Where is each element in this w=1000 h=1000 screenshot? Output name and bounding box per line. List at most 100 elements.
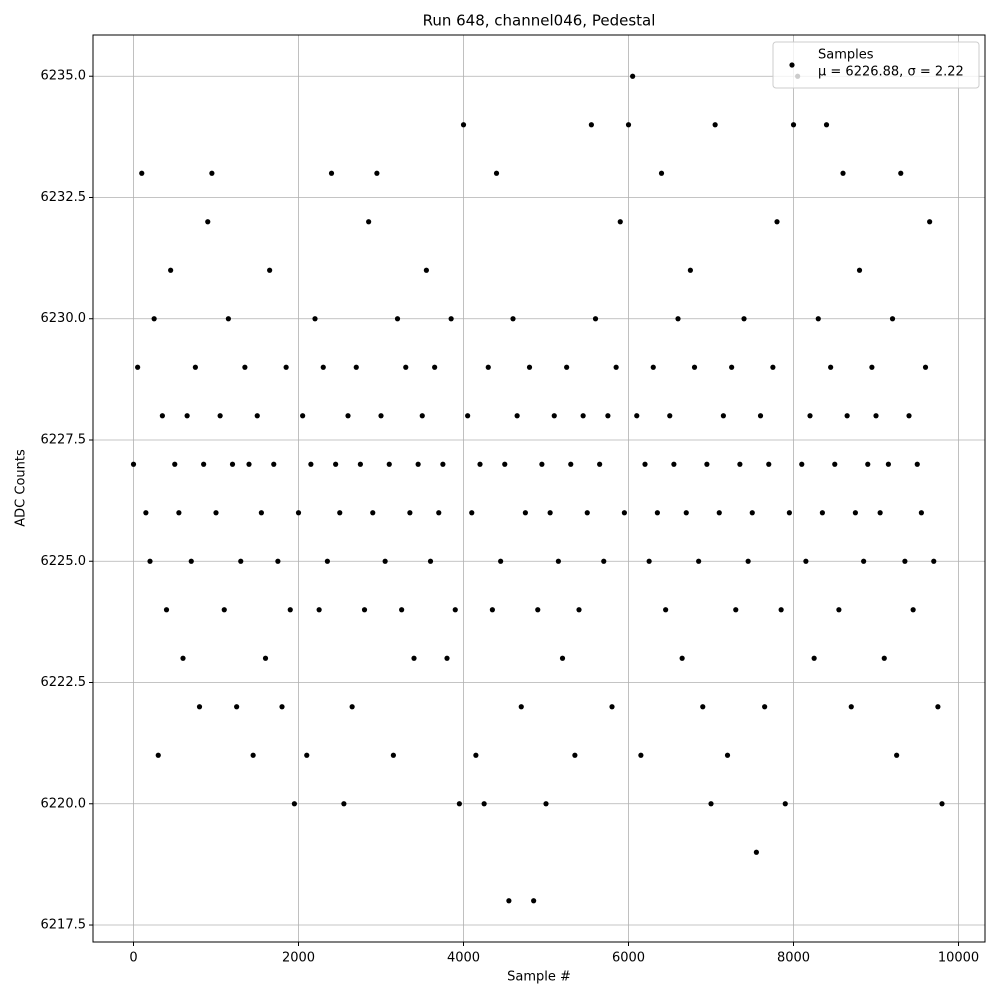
point bbox=[229, 461, 236, 467]
axes-frame bbox=[92, 34, 986, 943]
point bbox=[667, 413, 673, 419]
point bbox=[658, 170, 665, 176]
point bbox=[852, 510, 858, 516]
legend-box bbox=[772, 41, 980, 89]
y-tick-label: 6217.5 bbox=[41, 918, 87, 933]
point bbox=[180, 655, 186, 661]
point bbox=[774, 219, 780, 225]
point bbox=[440, 461, 446, 467]
point bbox=[341, 801, 347, 807]
point bbox=[931, 558, 937, 564]
point bbox=[304, 752, 310, 758]
point bbox=[753, 849, 759, 855]
point bbox=[898, 170, 904, 176]
point bbox=[737, 461, 743, 467]
point bbox=[844, 413, 850, 419]
point bbox=[205, 219, 211, 225]
point bbox=[432, 364, 438, 370]
point bbox=[807, 413, 813, 419]
point bbox=[238, 558, 244, 564]
point bbox=[477, 461, 483, 467]
point bbox=[452, 607, 458, 613]
point bbox=[267, 267, 273, 273]
point bbox=[613, 364, 619, 370]
point bbox=[382, 558, 388, 564]
point bbox=[906, 413, 912, 419]
point bbox=[790, 122, 797, 128]
point bbox=[386, 461, 392, 467]
point bbox=[374, 170, 380, 176]
point bbox=[168, 267, 174, 273]
point bbox=[353, 364, 359, 370]
point bbox=[407, 510, 413, 516]
point bbox=[663, 607, 669, 613]
point bbox=[564, 364, 570, 370]
point bbox=[328, 170, 335, 176]
point bbox=[378, 413, 384, 419]
point bbox=[700, 704, 706, 710]
point bbox=[415, 461, 421, 467]
point bbox=[316, 607, 322, 613]
point bbox=[300, 413, 306, 419]
point bbox=[704, 461, 710, 467]
chart-title: Run 648, channel046, Pedestal bbox=[423, 12, 656, 30]
point bbox=[234, 704, 240, 710]
point bbox=[877, 510, 883, 516]
point bbox=[531, 898, 537, 904]
point bbox=[324, 558, 330, 564]
point bbox=[522, 510, 528, 516]
point bbox=[514, 413, 520, 419]
point bbox=[939, 801, 945, 807]
point bbox=[357, 461, 363, 467]
point bbox=[889, 316, 896, 322]
legend-label: Samples bbox=[818, 48, 874, 63]
point bbox=[469, 510, 475, 516]
point bbox=[836, 607, 842, 613]
point bbox=[291, 801, 297, 807]
point bbox=[399, 607, 405, 613]
point bbox=[225, 316, 231, 322]
point bbox=[502, 461, 508, 467]
x-tick-label: 0 bbox=[129, 951, 137, 966]
point bbox=[456, 801, 462, 807]
point bbox=[510, 316, 516, 322]
point bbox=[749, 510, 755, 516]
point bbox=[366, 219, 372, 225]
point bbox=[213, 510, 219, 516]
point bbox=[518, 704, 524, 710]
point bbox=[370, 510, 376, 516]
x-tick-label: 10000 bbox=[938, 951, 979, 966]
point bbox=[580, 413, 586, 419]
point bbox=[172, 461, 178, 467]
point bbox=[460, 122, 467, 128]
point bbox=[543, 801, 549, 807]
point bbox=[675, 316, 681, 322]
point bbox=[217, 413, 223, 419]
point bbox=[617, 219, 623, 225]
y-axis-label: ADC Counts bbox=[14, 449, 29, 527]
y-tick-label: 6235.0 bbox=[41, 69, 87, 84]
point bbox=[823, 122, 830, 128]
point bbox=[894, 752, 900, 758]
point bbox=[625, 122, 632, 128]
point bbox=[551, 413, 557, 419]
point bbox=[539, 461, 545, 467]
point bbox=[716, 510, 722, 516]
x-tick-label: 6000 bbox=[612, 951, 645, 966]
point bbox=[337, 510, 343, 516]
point bbox=[444, 655, 450, 661]
point bbox=[638, 752, 644, 758]
point bbox=[163, 607, 170, 613]
point bbox=[910, 607, 916, 613]
point bbox=[646, 558, 652, 564]
point bbox=[733, 607, 739, 613]
point bbox=[320, 364, 326, 370]
point bbox=[642, 461, 648, 467]
point bbox=[671, 461, 677, 467]
point bbox=[159, 413, 165, 419]
point bbox=[856, 267, 863, 273]
x-tick-label: 2000 bbox=[282, 951, 315, 966]
point bbox=[885, 461, 891, 467]
point bbox=[246, 461, 252, 467]
